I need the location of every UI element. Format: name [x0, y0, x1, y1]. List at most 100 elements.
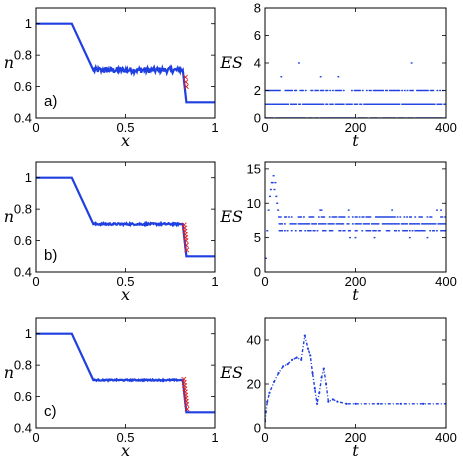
- data-point: [310, 103, 313, 105]
- data-point: [327, 400, 330, 403]
- data-point: [300, 223, 303, 225]
- y-tick-label: 0.8: [14, 202, 32, 217]
- data-point: [269, 89, 272, 92]
- data-point: [353, 103, 356, 105]
- data-point: [362, 223, 365, 225]
- data-point: [281, 103, 284, 105]
- data-point: [290, 216, 293, 218]
- data-point: [328, 230, 331, 232]
- data-point: [272, 103, 275, 105]
- data-point: [404, 223, 407, 225]
- data-point: [270, 89, 273, 92]
- data-point: [421, 223, 423, 225]
- data-point: [377, 402, 380, 405]
- data-point: [419, 216, 422, 218]
- data-point: [440, 209, 442, 211]
- data-point: [444, 223, 446, 225]
- x-tick-label: 0: [261, 430, 268, 445]
- data-point: [431, 230, 434, 232]
- data-point: [284, 223, 286, 225]
- data-point: [413, 103, 416, 105]
- data-point: [386, 89, 389, 92]
- data-point: [398, 230, 400, 232]
- data-point: [299, 89, 302, 92]
- data-point: [280, 76, 283, 78]
- data-point: [337, 103, 340, 105]
- data-point: [406, 103, 409, 105]
- data-point: [331, 216, 334, 218]
- data-point: [273, 188, 276, 191]
- data-point: [389, 223, 392, 225]
- plot-area: [265, 334, 446, 423]
- data-point: [277, 371, 280, 375]
- data-point: [374, 230, 377, 232]
- data-point: [287, 103, 289, 105]
- data-point: [297, 216, 300, 218]
- data-point: [313, 387, 316, 390]
- data-point: [354, 402, 357, 405]
- data-point: [312, 230, 315, 232]
- data-point: [290, 223, 293, 225]
- panel-b-right: 0 200 400 0 5 10 15 t ES: [219, 161, 456, 304]
- data-point: [384, 89, 387, 92]
- data-point: [301, 223, 304, 225]
- data-point: [309, 230, 312, 232]
- data-point: [298, 230, 301, 232]
- data-point: [406, 230, 408, 232]
- data-point: [433, 230, 436, 232]
- y-tick-label: 1: [25, 16, 32, 31]
- data-point: [304, 223, 307, 225]
- data-point: [299, 103, 302, 105]
- data-point: [336, 223, 339, 225]
- plot-area: [265, 175, 446, 259]
- data-point: [421, 103, 424, 105]
- data-point: [368, 103, 371, 105]
- data-point: [284, 89, 287, 92]
- data-point: [267, 209, 270, 211]
- data-point: [286, 363, 289, 366]
- data-point: [393, 223, 396, 225]
- data-point: [281, 223, 284, 225]
- data-point: [327, 223, 330, 225]
- x-tick-label: 0: [32, 430, 39, 445]
- data-point: [294, 223, 297, 225]
- data-point: [421, 216, 423, 218]
- data-point: [350, 103, 353, 105]
- x-tick-label: 400: [435, 430, 457, 445]
- plot-area: [36, 332, 215, 414]
- data-point: [410, 89, 413, 92]
- data-point: [285, 103, 288, 105]
- data-point: [304, 103, 307, 105]
- data-point: [315, 89, 318, 92]
- data-point: [429, 223, 432, 225]
- data-point: [359, 103, 361, 105]
- data-point: [295, 356, 298, 359]
- data-point: [274, 89, 277, 92]
- data-point: [354, 236, 357, 239]
- data-point: [398, 89, 401, 92]
- data-point: [274, 103, 277, 105]
- data-point: [338, 230, 341, 232]
- data-point: [319, 89, 322, 92]
- x-tick-label: 0: [32, 274, 39, 289]
- data-point: [414, 216, 417, 218]
- data-point: [289, 103, 292, 105]
- data-point: [366, 216, 369, 218]
- data-point: [286, 230, 289, 232]
- data-point: [390, 103, 393, 105]
- data-point: [422, 230, 425, 232]
- data-point: [419, 230, 422, 232]
- data-point: [316, 230, 319, 232]
- x-axis-label: t: [352, 131, 359, 150]
- x-tick-label: 0: [32, 120, 39, 135]
- data-point: [279, 223, 282, 225]
- data-point: [429, 89, 432, 92]
- data-point: [342, 216, 345, 218]
- data-point: [378, 89, 380, 92]
- data-point: [291, 358, 294, 361]
- data-point: [416, 103, 418, 105]
- data-point: [364, 103, 367, 105]
- data-point: [339, 230, 342, 232]
- data-point: [442, 223, 445, 225]
- data-point: [397, 103, 399, 105]
